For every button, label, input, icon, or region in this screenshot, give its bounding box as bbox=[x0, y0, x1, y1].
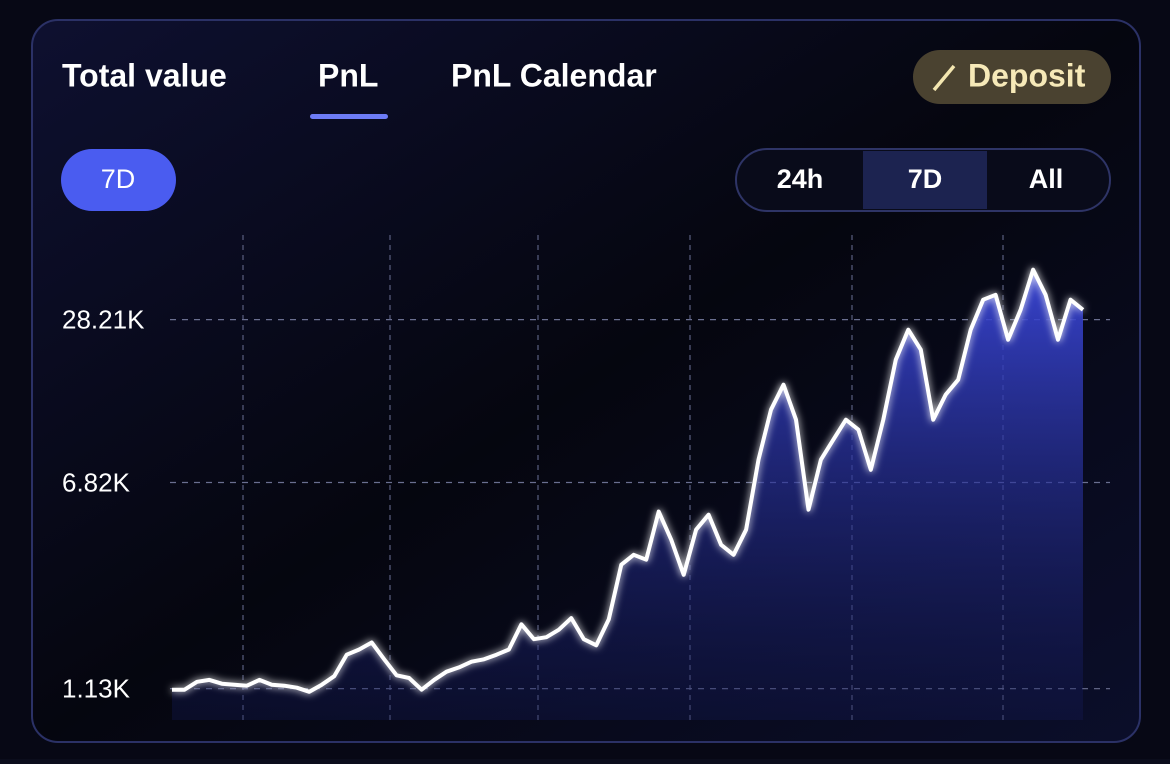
segment[interactable]: 24h bbox=[777, 164, 824, 194]
range-chip-label[interactable]: 7D bbox=[101, 164, 136, 194]
pnl-line bbox=[172, 267, 1085, 694]
y-tick-label: 6.82K bbox=[62, 467, 131, 497]
tab-underline bbox=[310, 114, 388, 119]
tab[interactable]: Total value bbox=[62, 57, 227, 93]
segment[interactable]: All bbox=[1029, 164, 1064, 194]
y-tick-label: 28.21K bbox=[62, 305, 145, 335]
range-chip[interactable] bbox=[61, 149, 176, 211]
deposit-label[interactable]: Deposit bbox=[968, 57, 1086, 93]
tab[interactable]: PnL bbox=[318, 57, 378, 93]
y-tick-label: 1.13K bbox=[62, 674, 131, 704]
tab[interactable]: PnL Calendar bbox=[451, 57, 657, 93]
segment[interactable]: 7D bbox=[908, 164, 943, 194]
area-fill bbox=[172, 269, 1083, 720]
pencil-icon bbox=[932, 64, 956, 92]
plot bbox=[170, 267, 1110, 720]
segment-active bbox=[863, 151, 987, 209]
deposit-button[interactable] bbox=[913, 50, 1111, 104]
